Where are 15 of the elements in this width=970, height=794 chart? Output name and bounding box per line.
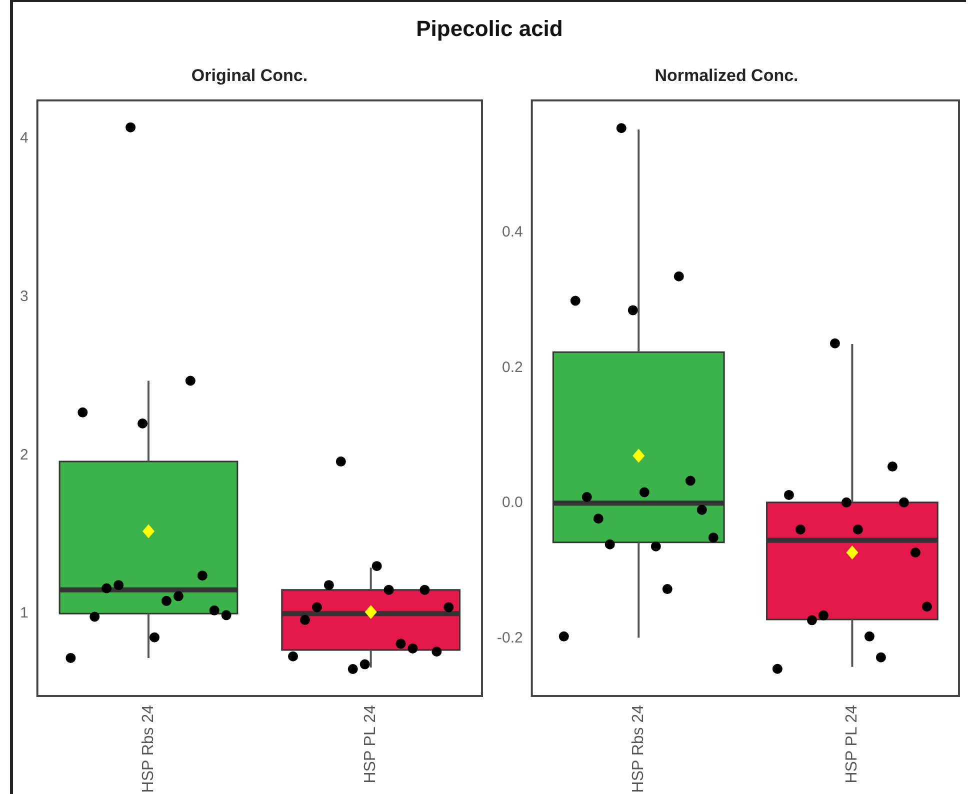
y-tick-label: 0.0 xyxy=(502,494,523,512)
x-tick-label: HSP Rbs 24 xyxy=(630,704,648,793)
y-tick-label: 2 xyxy=(20,446,28,464)
y-tick-label: 0.2 xyxy=(502,358,523,376)
x-tick-label: HSP Rbs 24 xyxy=(140,704,157,793)
text: Pipecolic acid xyxy=(415,16,564,42)
y-tick-label: -0.2 xyxy=(496,630,523,647)
x-tick-label: HSP PL 24 xyxy=(844,704,861,784)
chart-title: Original Conc. xyxy=(191,66,308,85)
x-tick-label: HSP PL 24 xyxy=(362,704,380,784)
chart-title: Normalized Conc. xyxy=(654,66,798,85)
y-tick-label: 0.4 xyxy=(502,224,523,241)
y-tick-label: 3 xyxy=(20,288,28,305)
y-tick-label: 4 xyxy=(20,130,28,147)
y-tick-label: 1 xyxy=(20,604,28,622)
